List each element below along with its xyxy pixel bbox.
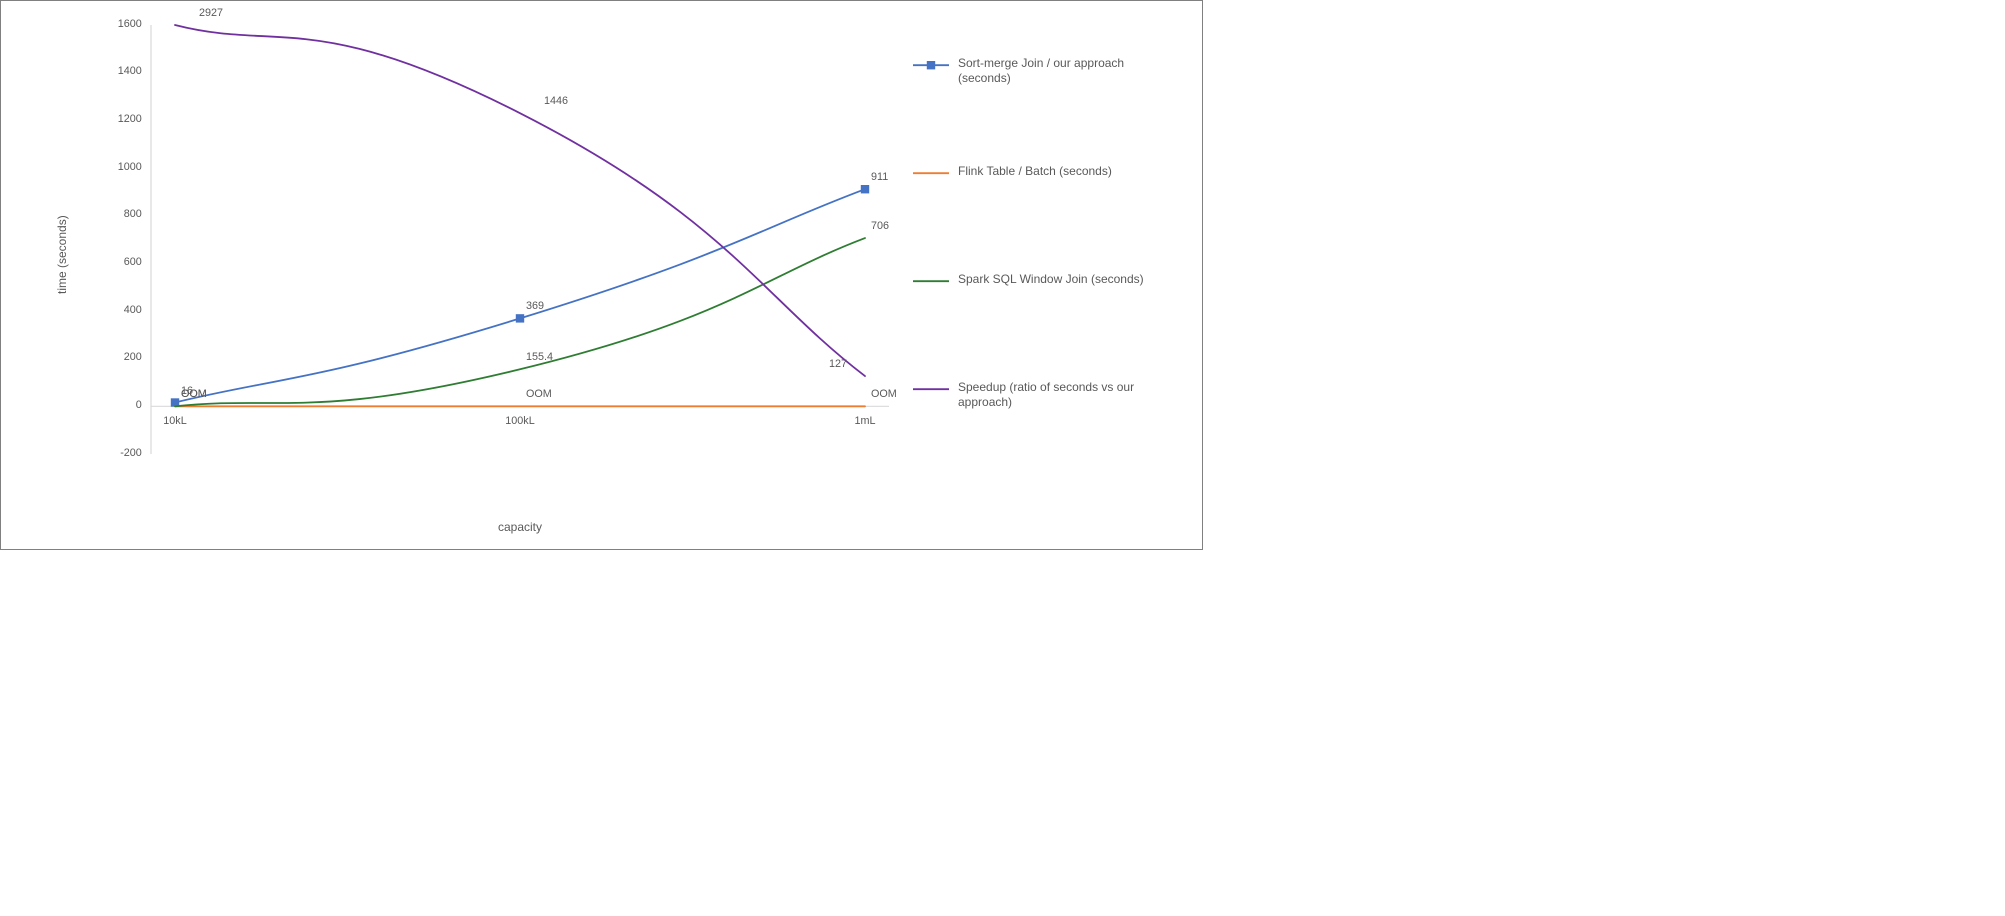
legend-label-2: Spark SQL Window Join (seconds) [958, 272, 1174, 287]
legend-swatch-marker-0 [927, 61, 935, 69]
series-line-0 [175, 189, 865, 402]
y-tick-label: -200 [120, 447, 142, 459]
legend-label-1: Flink Table / Batch (seconds) [958, 164, 1174, 179]
y-tick-label: 600 [124, 256, 142, 268]
series-0-marker-2 [861, 185, 869, 193]
series-3-label-0: 2927 [199, 7, 223, 19]
y-tick-label: 800 [124, 208, 142, 220]
y-tick-label: 1200 [118, 113, 142, 125]
x-tick-label: 100kL [484, 415, 556, 427]
series-0-label-1: 369 [526, 300, 544, 312]
x-tick-label: 1mL [829, 415, 901, 427]
y-tick-label: 400 [124, 304, 142, 316]
y-tick-label: 1400 [118, 65, 142, 77]
series-1-label-1: OOM [526, 388, 552, 400]
y-axis-title: time (seconds) [55, 215, 69, 294]
y-tick-label: 200 [124, 351, 142, 363]
x-tick-label: 10kL [139, 415, 211, 427]
series-2-label-2: 706 [871, 220, 889, 232]
series-0-marker-1 [516, 314, 524, 322]
legend-label-0: Sort-merge Join / our approach (seconds) [958, 56, 1174, 86]
y-tick-label: 1000 [118, 161, 142, 173]
x-axis-title: capacity [472, 520, 568, 534]
series-2-label-0: OOM [181, 388, 207, 400]
y-tick-label: 0 [136, 399, 142, 411]
series-1-label-2: OOM [871, 388, 897, 400]
series-3-label-1: 1446 [544, 95, 568, 107]
legend-label-3: Speedup (ratio of seconds vs our approac… [958, 380, 1174, 410]
series-2-label-1: 155.4 [526, 351, 553, 363]
series-3-label-2: 127 [829, 358, 847, 370]
series-0-label-2: 911 [871, 171, 888, 183]
chart-frame: -200 0 200 400 600 800 1000 1200 1400 1600 10kL 100… [0, 0, 1203, 550]
y-tick-label: 1600 [118, 18, 142, 30]
series-line-3 [175, 25, 865, 376]
